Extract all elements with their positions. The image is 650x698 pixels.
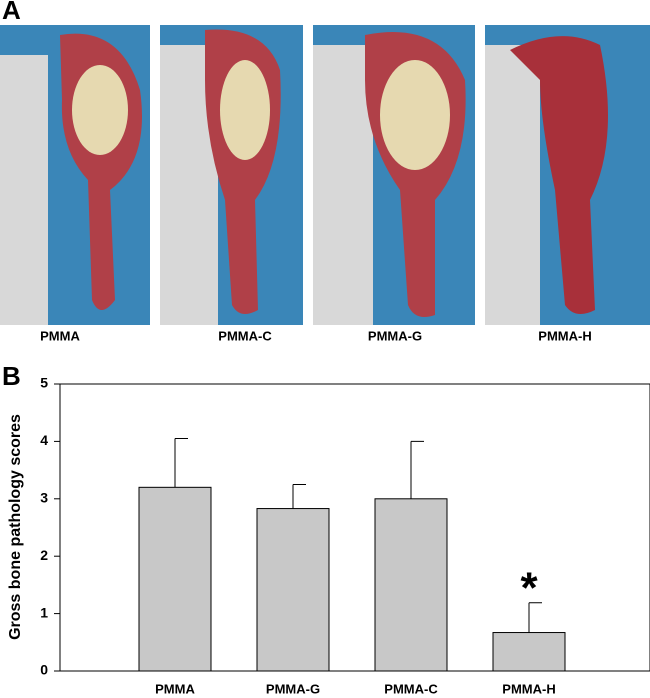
y-tick-label: 0 bbox=[40, 662, 48, 678]
error-bar bbox=[410, 440, 424, 499]
panel-label: A bbox=[2, 0, 21, 25]
y-axis-label: Gross bone pathology scores bbox=[7, 414, 24, 640]
y-tick-label: 3 bbox=[40, 490, 48, 506]
y-tick-label: 5 bbox=[40, 375, 48, 391]
x-tick-label: PMMA-H bbox=[502, 681, 555, 696]
y-tick-label: 2 bbox=[40, 547, 48, 563]
panel-label: B bbox=[2, 361, 21, 391]
bone-lesion bbox=[72, 65, 128, 155]
x-tick-label: PMMA-C bbox=[384, 681, 438, 696]
ruler bbox=[485, 45, 540, 325]
bar bbox=[138, 486, 212, 672]
bone bbox=[510, 36, 608, 314]
ruler bbox=[313, 45, 373, 325]
error-bar bbox=[292, 483, 306, 509]
ruler bbox=[0, 55, 48, 325]
error-bar bbox=[528, 602, 542, 633]
bone-lesion bbox=[220, 60, 270, 160]
photo-caption: PMMA-C bbox=[218, 328, 272, 343]
plot-frame bbox=[59, 383, 650, 672]
y-tick-label: 4 bbox=[40, 432, 48, 448]
error-bar bbox=[174, 438, 188, 488]
photo-caption: PMMA bbox=[40, 328, 80, 343]
y-tick-label: 1 bbox=[40, 604, 48, 620]
bone-lesion bbox=[380, 60, 450, 170]
bar bbox=[374, 498, 448, 672]
x-tick-label: PMMA-G bbox=[266, 681, 320, 696]
annotation: * bbox=[520, 563, 538, 612]
photos bbox=[0, 25, 650, 325]
photo-caption: PMMA-H bbox=[538, 328, 591, 343]
bar bbox=[256, 508, 330, 672]
x-tick-label: PMMA bbox=[155, 681, 195, 696]
photo-caption: PMMA-G bbox=[368, 328, 422, 343]
bar bbox=[492, 632, 566, 672]
